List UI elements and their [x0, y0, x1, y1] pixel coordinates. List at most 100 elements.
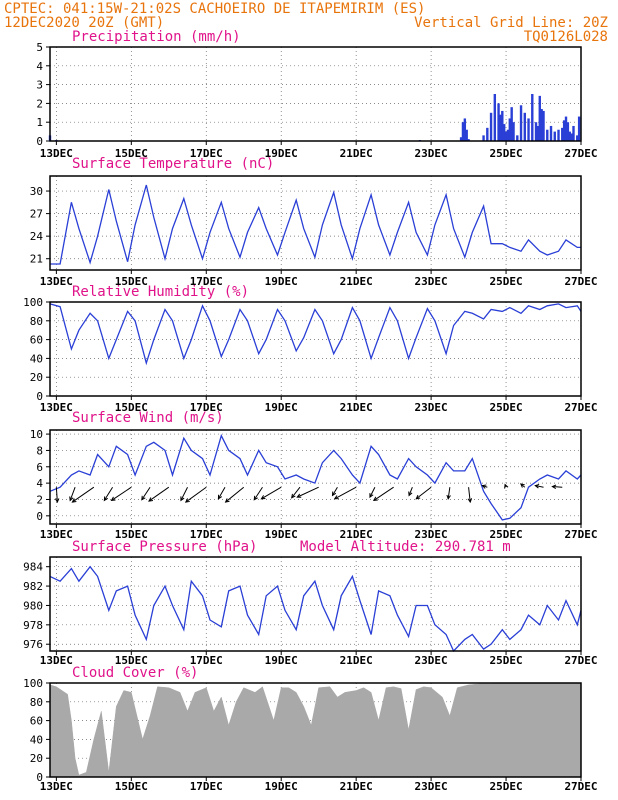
x-tick-label: 15DEC [115, 147, 148, 160]
wind-arrow-head [110, 496, 116, 502]
wind-arrow [297, 486, 319, 498]
panel-title: Surface Temperature (nC) [72, 156, 274, 172]
wind-arrow [334, 486, 357, 500]
y-tick-label: 80 [30, 696, 43, 709]
x-tick-label: 23DEC [415, 147, 448, 160]
x-tick-label: 19DEC [265, 147, 298, 160]
x-tick-label: 17DEC [190, 780, 223, 793]
precip-bar [461, 122, 465, 141]
panel-4: 976 978 980 982 984 13DEC 15DEC 17DEC 19DEC 21DEC… [23, 539, 597, 667]
x-tick-label: 27DEC [564, 528, 597, 541]
x-tick-label: 15DEC [115, 528, 148, 541]
precip-bar [562, 120, 566, 141]
wind-arrow [535, 485, 544, 488]
y-tick-label: 0 [36, 390, 43, 403]
x-tick-label: 25DEC [489, 147, 522, 160]
precip-bar [564, 116, 568, 141]
y-tick-label: 0 [36, 510, 43, 523]
x-tick-label: 23DEC [415, 654, 448, 667]
precip-bar [506, 129, 510, 141]
precip-bar [465, 129, 468, 141]
x-tick-label: 23DEC [415, 275, 448, 288]
panel-frame [49, 46, 582, 142]
x-tick-label: 13DEC [40, 654, 73, 667]
panel-frame [49, 556, 582, 652]
y-tick-label: 3 [36, 79, 43, 92]
wind-arrow-head [369, 493, 374, 499]
precip-bar [570, 133, 573, 141]
y-tick-label: 978 [23, 619, 43, 632]
wind-arrow-head [103, 496, 109, 502]
wind-arrow-head [331, 491, 337, 497]
x-tick-label: 13DEC [40, 401, 73, 414]
wind-arrow [373, 486, 394, 501]
y-tick-label: 980 [23, 599, 43, 612]
x-tick-label: 23DEC [415, 780, 448, 793]
wind-arrow-head [141, 495, 146, 501]
wind-arrow-head [148, 497, 154, 502]
wind-arrow-head [446, 494, 451, 500]
precip-bar [549, 125, 553, 141]
panel-0: 0 1 2 3 4 5 13DEC 15DEC 17DEC 19DEC 21DEC 23DEC 25DE… [36, 29, 597, 160]
wind-arrow [369, 486, 376, 498]
x-tick-label: 17DEC [190, 401, 223, 414]
precip-bar [568, 131, 571, 141]
wind-arrow-head [467, 498, 473, 504]
series-line [49, 565, 582, 653]
wind-arrow [185, 486, 207, 503]
y-tick-label: 8 [36, 444, 43, 457]
y-tick-label: 20 [30, 752, 43, 765]
wind-arrow [261, 486, 282, 500]
y-tick-label: 40 [30, 733, 43, 746]
panel-2: 0 20 40 60 80 100 13DEC 15DEC 17DEC 19DEC 21DEC 23D… [23, 284, 597, 414]
precip-bar [482, 135, 485, 141]
x-tick-label: 19DEC [265, 401, 298, 414]
x-tick-label: 25DEC [489, 528, 522, 541]
precip-bar [577, 116, 581, 141]
wind-arrow-head [333, 495, 339, 500]
precip-bar [510, 107, 513, 141]
y-tick-label: 0 [36, 135, 43, 148]
precip-bar [531, 94, 534, 141]
wind-arrow [141, 486, 151, 501]
wind-arrow [111, 486, 132, 501]
wind-arrow-head [415, 494, 421, 500]
x-tick-label: 15DEC [115, 401, 148, 414]
precip-bar [508, 118, 512, 141]
wind-arrow [225, 486, 245, 503]
precip-bar [572, 125, 575, 141]
wind-arrow-head [296, 493, 302, 498]
precip-bar [467, 139, 470, 141]
wind-arrow-head [408, 491, 413, 497]
x-tick-label: 21DEC [340, 780, 373, 793]
wind-arrow-head [71, 498, 77, 503]
panel-title: Cloud Cover (%) [72, 665, 198, 681]
x-tick-label: 19DEC [265, 654, 298, 667]
precip-bar [493, 94, 497, 141]
precip-bar [489, 112, 493, 141]
x-tick-label: 25DEC [489, 401, 522, 414]
wind-arrow [332, 486, 338, 496]
panel-title: Relative Humidity (%) [72, 284, 249, 300]
precip-bar [512, 122, 515, 141]
panel-1: 21 24 27 30 13DEC 15DEC 17DEC 19DEC 21DEC 23DEC 25… [30, 156, 598, 288]
header-line2-left: 12DEC2020 20Z (GMT) [4, 15, 164, 31]
series-line [49, 433, 582, 521]
x-tick-label: 21DEC [340, 275, 373, 288]
wind-arrow [468, 487, 471, 503]
x-tick-label: 17DEC [190, 654, 223, 667]
wind-arrow-head [551, 484, 557, 490]
y-tick-label: 80 [30, 315, 43, 328]
precip-bar [519, 105, 523, 141]
precip-bar [542, 110, 545, 141]
wind-arrow-head [291, 493, 296, 499]
panel-title: Precipitation (mm/h) [72, 29, 241, 45]
precip-bar [501, 110, 504, 141]
x-tick-label: 25DEC [489, 780, 522, 793]
wind-arrow [103, 486, 114, 501]
x-tick-label: 27DEC [564, 780, 597, 793]
x-tick-label: 17DEC [190, 528, 223, 541]
wind-arrow-head [180, 496, 185, 502]
x-tick-label: 27DEC [564, 275, 597, 288]
